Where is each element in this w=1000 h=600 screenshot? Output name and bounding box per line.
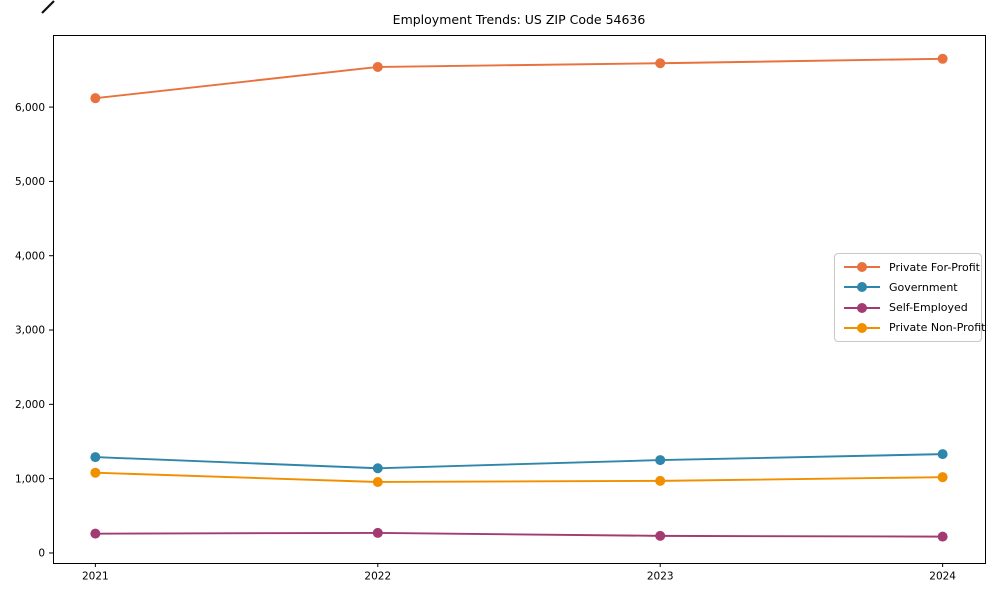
series-line-self-employed [94, 531, 944, 538]
data-point-government-2022 [372, 463, 383, 474]
legend-item: Government [842, 278, 974, 296]
legend-label: Private Non-Profit [889, 321, 986, 335]
legend-label: Government [889, 280, 958, 294]
chart-title: Employment Trends: US ZIP Code 54636 [392, 12, 646, 27]
data-point-government-2024 [937, 449, 948, 460]
data-point-self-employed-2021 [90, 528, 101, 539]
data-point-private-non-profit-2023 [655, 475, 666, 486]
data-point-private-non-profit-2021 [90, 467, 101, 478]
legend-marker-icon [844, 322, 880, 333]
data-point-private-for-profit-2024 [937, 53, 948, 64]
legend-item: Private Non-Profit [842, 319, 985, 337]
legend-label: Private For-Profit [889, 260, 980, 274]
data-point-government-2021 [90, 452, 101, 463]
y-tick-label: 6,000 [15, 102, 45, 114]
data-point-private-for-profit-2023 [655, 58, 666, 69]
data-point-private-for-profit-2022 [372, 61, 383, 72]
legend-label: Self-Employed [889, 301, 968, 315]
legend-marker-icon [844, 282, 880, 293]
data-point-government-2023 [655, 455, 666, 466]
data-point-private-non-profit-2022 [372, 476, 383, 487]
x-tick-label: 2024 [929, 571, 956, 583]
chart-legend: Private For-Profit Government Self-Emplo… [834, 253, 985, 342]
series-line-private-non-profit [94, 471, 944, 483]
data-point-private-for-profit-2021 [90, 93, 101, 104]
legend-item: Private For-Profit [842, 258, 980, 276]
y-tick-label: 1,000 [15, 473, 45, 485]
series-line-private-for-profit [94, 57, 944, 100]
x-tick-label: 2021 [82, 571, 109, 583]
data-point-self-employed-2023 [655, 530, 666, 541]
y-tick-label: 0 [38, 548, 45, 560]
legend-marker-icon [844, 302, 880, 313]
legend-item: Self-Employed [842, 299, 974, 317]
screen-artifact [41, 0, 55, 14]
data-point-private-non-profit-2024 [937, 472, 948, 483]
y-tick-label: 3,000 [15, 325, 45, 337]
x-tick-label: 2022 [364, 571, 391, 583]
y-tick-label: 5,000 [15, 176, 45, 188]
x-tick-label: 2023 [647, 571, 674, 583]
data-point-self-employed-2022 [372, 527, 383, 538]
y-tick-label: 4,000 [15, 250, 45, 262]
series-line-government [94, 453, 944, 470]
axes-frame [53, 35, 986, 564]
data-point-self-employed-2024 [937, 531, 948, 542]
legend-marker-icon [844, 262, 880, 273]
y-tick-label: 2,000 [15, 399, 45, 411]
